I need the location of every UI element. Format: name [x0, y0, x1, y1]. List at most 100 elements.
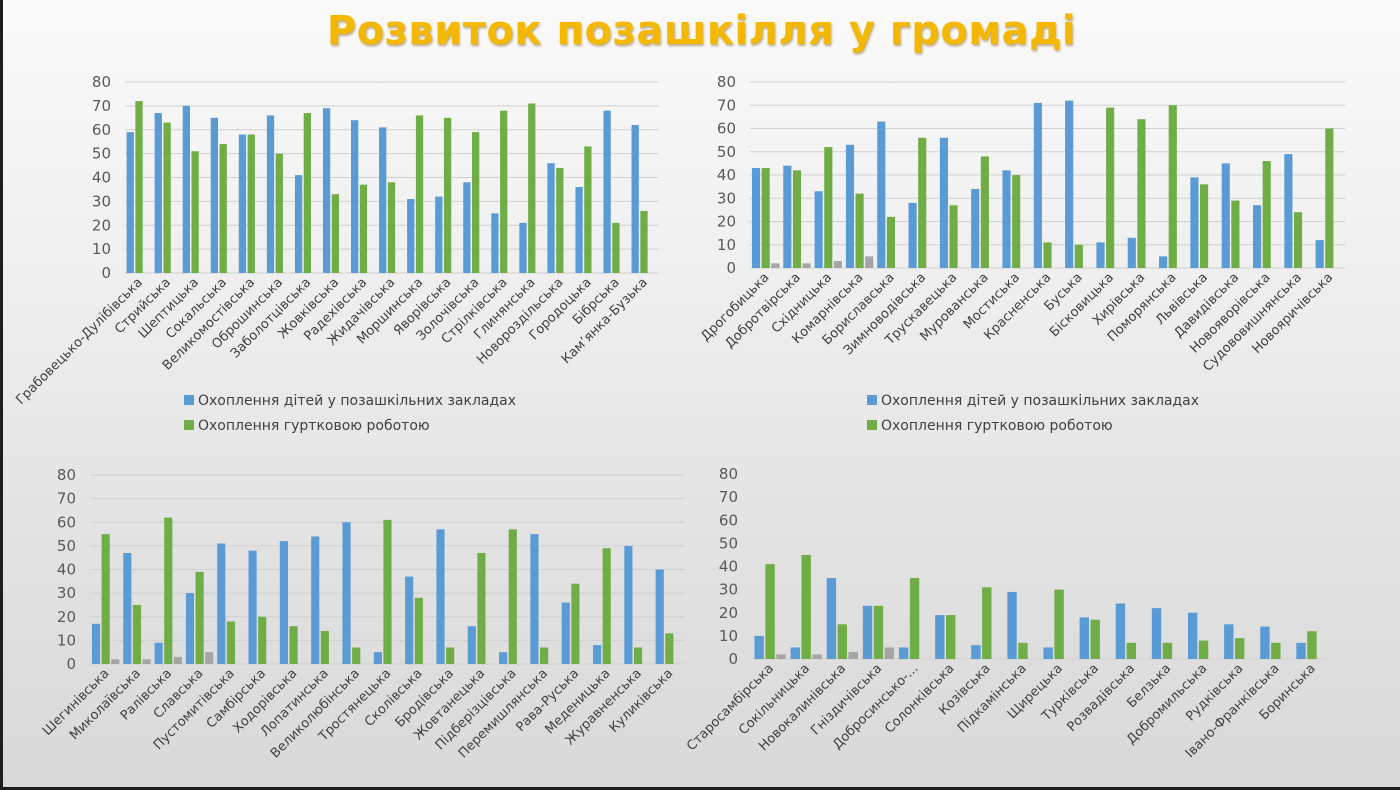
bar-series-1: [1325, 128, 1334, 268]
legend-swatch: [184, 420, 194, 430]
bar-series-0: [826, 578, 837, 659]
bar-series-0: [435, 196, 443, 273]
bar-series-1: [258, 616, 267, 664]
bar-series-1: [359, 184, 368, 273]
bar-series-0: [185, 593, 195, 664]
bar-series-1: [195, 571, 204, 664]
bar-series-2: [111, 659, 120, 664]
bar-series-1: [837, 624, 848, 659]
y-tick-label: 50: [57, 537, 76, 555]
bar-series-1: [584, 146, 592, 273]
bar-series-1: [1054, 589, 1064, 659]
bar-series-1: [1012, 175, 1021, 268]
bar-series-1: [1043, 242, 1052, 268]
bar-series-1: [909, 578, 920, 659]
bar-series-1: [331, 194, 340, 273]
y-tick-label: 30: [717, 189, 736, 207]
bar-series-1: [352, 647, 361, 664]
bar-series-1: [1137, 119, 1146, 268]
bar-series-0: [1315, 240, 1324, 268]
bar-series-0: [814, 191, 823, 268]
y-tick-label: 50: [717, 143, 736, 161]
y-tick-label: 70: [57, 490, 76, 508]
bar-series-1: [949, 205, 958, 268]
bar-series-2: [848, 652, 858, 659]
chart-top-left: 01020304050607080Грабовецько-Дулібівська…: [13, 73, 658, 434]
bar-series-1: [191, 151, 199, 273]
bar-series-0: [1284, 154, 1293, 268]
bar-series-0: [407, 198, 415, 273]
y-tick-label: 70: [719, 488, 738, 506]
bar-series-0: [561, 602, 570, 664]
bar-series-1: [320, 630, 329, 664]
bar-series-2: [833, 261, 843, 268]
bar-series-0: [182, 105, 190, 273]
bar-series-1: [1234, 638, 1245, 659]
y-tick-label: 30: [719, 581, 738, 599]
bar-series-0: [1007, 591, 1017, 659]
y-tick-label: 40: [719, 558, 738, 576]
bar-series-1: [1090, 619, 1100, 659]
bar-series-1: [1198, 640, 1209, 659]
bar-series-0: [845, 144, 855, 268]
y-tick-label: 60: [719, 511, 738, 529]
y-tick-label: 0: [66, 655, 76, 673]
bar-series-0: [379, 127, 387, 273]
bar-series-2: [173, 656, 183, 664]
bar-series-0: [939, 137, 948, 268]
bar-series-0: [1127, 237, 1136, 268]
bar-series-0: [751, 168, 761, 268]
y-tick-label: 50: [92, 145, 111, 163]
bar-series-1: [477, 552, 486, 664]
bar-series-0: [1187, 612, 1198, 659]
bar-series-1: [556, 167, 564, 273]
bar-series-0: [436, 529, 445, 664]
bar-series-1: [1074, 244, 1083, 268]
bar-series-1: [163, 122, 171, 274]
bar-series-1: [387, 182, 396, 273]
y-tick-label: 60: [57, 513, 76, 531]
bar-series-1: [1018, 642, 1028, 659]
bar-series-0: [322, 108, 331, 273]
bar-series-1: [1126, 642, 1137, 659]
bar-series-0: [1096, 242, 1105, 268]
bar-series-0: [1151, 608, 1162, 659]
y-tick-label: 0: [101, 264, 111, 282]
slide-title: Розвиток позашкілля у громаді: [326, 8, 1077, 54]
bar-series-1: [303, 113, 311, 273]
bar-series-2: [776, 654, 786, 659]
bar-series-0: [248, 550, 257, 664]
y-tick-label: 80: [57, 466, 76, 484]
bar-series-2: [812, 654, 822, 659]
bar-series-0: [123, 552, 132, 664]
bar-series-1: [383, 519, 392, 664]
y-tick-label: 80: [719, 465, 738, 483]
bar-series-0: [154, 113, 162, 273]
y-tick-label: 10: [92, 240, 111, 258]
y-tick-label: 10: [719, 627, 738, 645]
bar-series-0: [530, 534, 539, 664]
bar-series-1: [886, 216, 895, 268]
bar-series-0: [1043, 647, 1053, 659]
y-tick-label: 0: [728, 650, 738, 668]
bar-series-1: [801, 554, 811, 659]
bar-series-0: [908, 202, 917, 268]
legend-label: Охоплення гуртковою роботою: [198, 418, 430, 434]
bar-series-1: [633, 647, 643, 664]
bar-series-0: [1159, 256, 1168, 268]
bar-series-0: [1190, 177, 1199, 268]
y-tick-label: 20: [57, 608, 76, 626]
bar-series-0: [631, 124, 639, 273]
legend-swatch: [867, 420, 877, 430]
legend-label: Охоплення гуртковою роботою: [881, 418, 1113, 434]
bar-series-0: [971, 188, 980, 268]
bar-series-1: [1307, 631, 1317, 659]
bar-series-0: [603, 110, 611, 274]
slide: Розвиток позашкілля у громаді 0 10 20 30 40 5…: [3, 0, 1400, 787]
bar-series-1: [918, 137, 927, 268]
bar-series-0: [1033, 102, 1042, 268]
bar-series-1: [640, 210, 648, 273]
bar-series-0: [279, 541, 288, 664]
bar-series-1: [982, 587, 992, 659]
y-tick-label: 0: [726, 259, 736, 277]
